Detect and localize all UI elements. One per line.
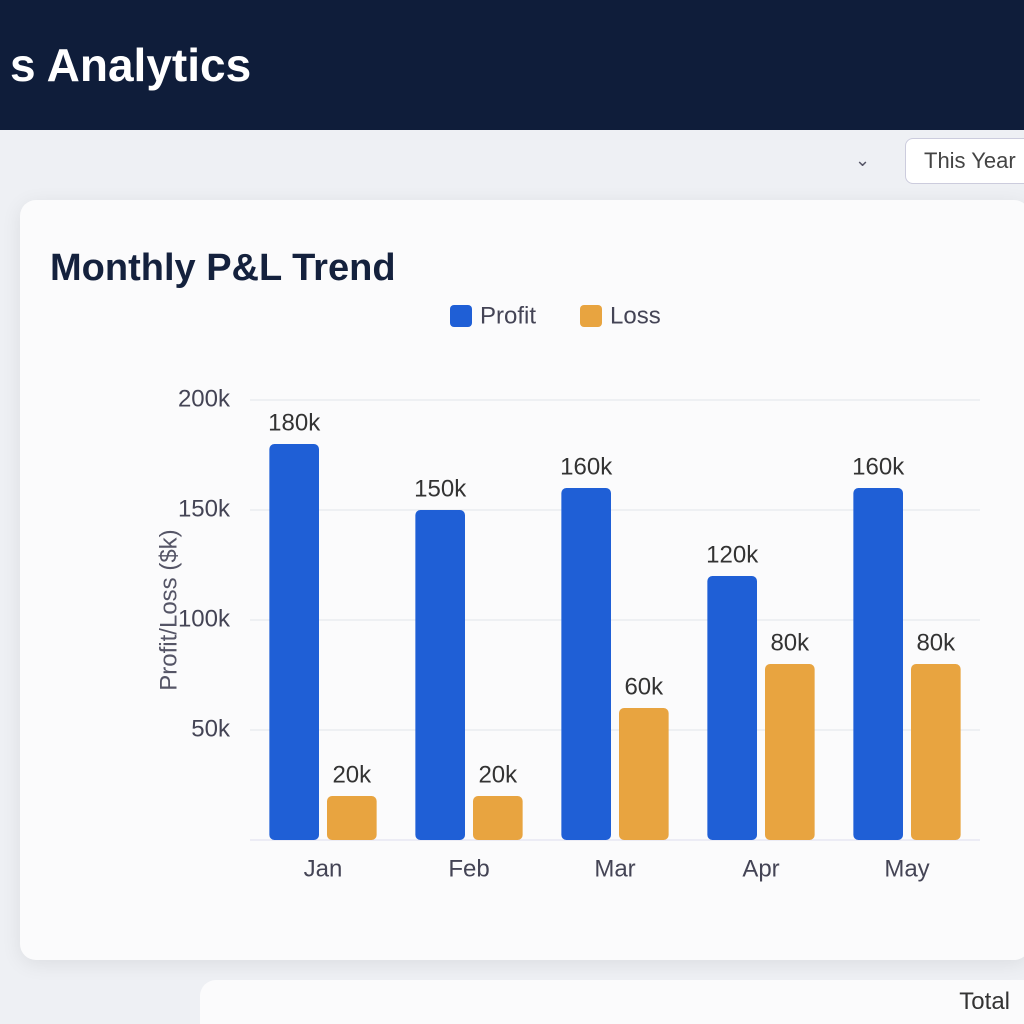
- value-label: 60k: [624, 673, 664, 700]
- x-tick-label: Mar: [594, 855, 635, 882]
- chart: Monthly P&L Trend Profit/Loss ($k) 50k 10…: [50, 247, 980, 882]
- summary-label: Total: [959, 988, 1010, 1015]
- bar: [911, 664, 961, 840]
- header: s Analytics: [0, 0, 1024, 130]
- bar: [473, 796, 523, 840]
- y-tick-label: 50k: [191, 715, 231, 742]
- value-label: 160k: [852, 453, 905, 480]
- bar: [707, 576, 757, 840]
- summary-card: Total: [200, 980, 1024, 1024]
- legend-swatch: [450, 305, 472, 327]
- value-label: 120k: [706, 541, 759, 568]
- bar: [765, 664, 815, 840]
- dropdown-chevron[interactable]: ⌄: [855, 150, 871, 170]
- x-tick-label: Apr: [742, 855, 779, 882]
- value-label: 180k: [268, 409, 321, 436]
- legend-label: Profit: [480, 302, 536, 329]
- y-axis-label: Profit/Loss ($k): [155, 529, 182, 690]
- y-tick-label: 100k: [178, 605, 231, 632]
- value-label: 160k: [560, 453, 613, 480]
- header-title: s Analytics: [10, 39, 252, 91]
- value-label: 150k: [414, 475, 467, 502]
- x-tick-label: May: [884, 855, 929, 882]
- period-filter[interactable]: This Year: [905, 138, 1024, 184]
- value-label: 20k: [332, 761, 372, 788]
- legend-label: Loss: [610, 302, 661, 329]
- value-label: 80k: [916, 629, 956, 656]
- x-tick-label: Jan: [304, 855, 343, 882]
- y-tick-label: 200k: [178, 385, 231, 412]
- value-label: 80k: [770, 629, 810, 656]
- chart-card: Monthly P&L Trend Profit/Loss ($k) 50k 10…: [20, 200, 1024, 960]
- x-tick-label: Feb: [448, 855, 489, 882]
- bar: [853, 488, 903, 840]
- y-tick-label: 150k: [178, 495, 231, 522]
- bar: [619, 708, 669, 840]
- legend-swatch: [580, 305, 602, 327]
- bar: [415, 510, 465, 840]
- bar: [269, 444, 319, 840]
- bar: [561, 488, 611, 840]
- value-label: 20k: [478, 761, 518, 788]
- bar: [327, 796, 377, 840]
- chart-title: Monthly P&L Trend: [50, 247, 396, 289]
